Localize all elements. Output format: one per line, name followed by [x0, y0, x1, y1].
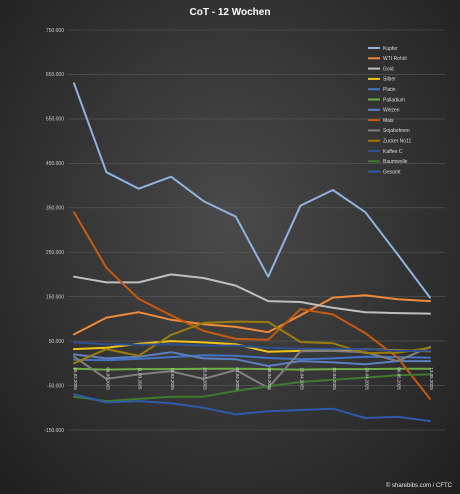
y-tick-label: 550.000	[46, 117, 64, 123]
chart-title: CoT - 12 Wochen	[190, 7, 271, 18]
x-tick-label: 25.02.2025	[73, 367, 78, 390]
legend-label: Baumwolle	[383, 159, 408, 165]
y-tick-label: 350.000	[46, 206, 64, 212]
x-tick-label: 29.04.2025	[364, 367, 369, 390]
legend-label: Sojabohnen	[383, 128, 410, 134]
x-tick-label: 13.05.2025	[429, 367, 434, 390]
y-axis-ticks: 750.000 650.000 550.000 450.000 350.000 250.0…	[44, 28, 64, 434]
series-lines	[73, 82, 431, 423]
y-tick-label: 250.000	[46, 250, 64, 256]
legend-label: Silber	[383, 77, 396, 83]
legend-label: Kaffee C	[383, 149, 403, 155]
x-tick-label: 15.04.2025	[300, 367, 305, 390]
legend-label: Mais	[383, 118, 394, 124]
legend-label: Weizen	[383, 108, 400, 114]
y-tick-label: 50.000	[49, 339, 65, 345]
x-axis-ticks: 25.02.2025 04.03.2025 11.03.2025 18.03.2025…	[73, 367, 434, 390]
y-tick-label: 450.000	[46, 161, 64, 167]
series-line-weizen	[73, 351, 431, 367]
gridlines	[68, 29, 445, 431]
x-tick-label: 06.05.2025	[397, 367, 402, 390]
x-tick-label: 25.03.2025	[202, 367, 207, 390]
x-tick-label: 01.04.2025	[235, 367, 240, 390]
y-tick-label: -150.000	[44, 428, 64, 434]
legend-label: Gesamt	[383, 169, 401, 175]
legend: Kupfer WTI Rohöl Gold Silber Platin Palladium…	[368, 46, 411, 175]
series-line-kaffee-c	[73, 341, 431, 352]
legend-label: Platin	[383, 87, 396, 93]
x-tick-label: 04.03.2025	[105, 367, 110, 390]
x-tick-label: 11.03.2025	[138, 367, 143, 390]
series-line-baumwolle	[73, 373, 431, 403]
series-line-zucker-no11	[73, 320, 431, 365]
x-tick-label: 08.04.2025	[267, 367, 272, 390]
legend-label: Palladium	[383, 97, 405, 103]
y-tick-label: -50.000	[47, 383, 64, 389]
series-line-palladium	[73, 367, 431, 371]
series-line-wti-roh-l	[73, 294, 431, 336]
y-tick-label: 750.000	[46, 28, 64, 34]
y-tick-label: 150.000	[46, 294, 64, 300]
credit-text: © sharebibs.com / CFTC	[386, 482, 453, 489]
series-line-gesamt	[73, 393, 431, 423]
y-tick-label: 650.000	[46, 72, 64, 78]
legend-label: Kupfer	[383, 46, 398, 52]
legend-label: WTI Rohöl	[383, 56, 407, 62]
legend-label: Zucker No11	[383, 139, 411, 145]
series-line-platin	[73, 354, 431, 362]
series-line-kupfer	[73, 82, 431, 299]
x-tick-label: 22.04.2025	[332, 367, 337, 390]
legend-label: Gold	[383, 66, 394, 72]
series-line-gold	[73, 273, 431, 315]
x-tick-label: 18.03.2025	[170, 367, 175, 390]
series-line-mais	[73, 211, 431, 400]
